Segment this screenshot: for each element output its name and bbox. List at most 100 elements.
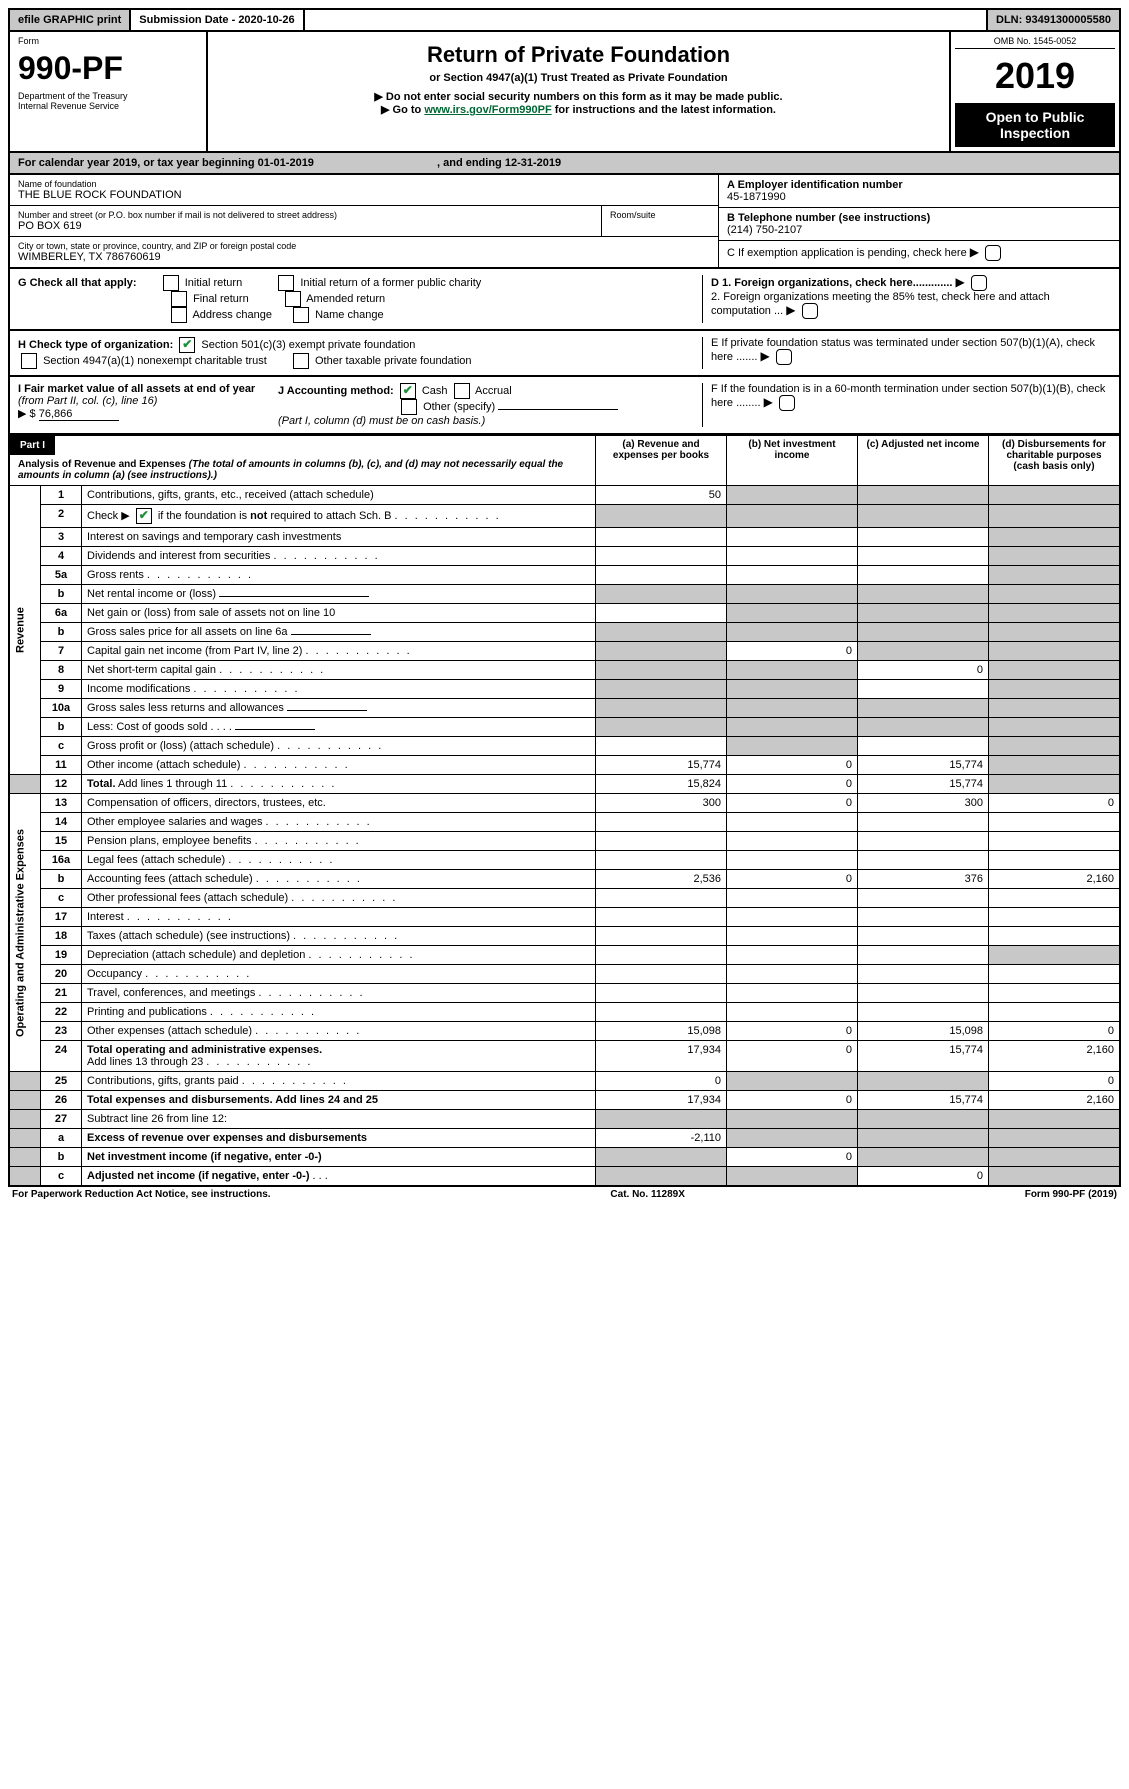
- r9-a: [596, 680, 727, 699]
- h-other-checkbox[interactable]: [293, 353, 309, 369]
- r2-d: [989, 505, 1121, 528]
- expenses-label: Operating and Administrative Expenses: [9, 794, 41, 1072]
- g-address-checkbox[interactable]: [171, 307, 187, 323]
- r16c-b: [727, 889, 858, 908]
- r15-b: [727, 832, 858, 851]
- g-initial-checkbox[interactable]: [163, 275, 179, 291]
- row-4: 4Dividends and interest from securities: [9, 547, 1120, 566]
- j-cash: Cash: [422, 385, 448, 397]
- r3-c: [858, 528, 989, 547]
- r6a-a: [596, 604, 727, 623]
- r12-b: 0: [727, 775, 858, 794]
- r20-c: [858, 965, 989, 984]
- h-label: H Check type of organization:: [18, 339, 173, 351]
- r10c-c: [858, 737, 989, 756]
- addr-cell: Number and street (or P.O. box number if…: [10, 206, 602, 236]
- addr-row: Number and street (or P.O. box number if…: [10, 206, 718, 237]
- row-3: 3Interest on savings and temporary cash …: [9, 528, 1120, 547]
- r1-d: [989, 486, 1121, 505]
- r7-d: [989, 642, 1121, 661]
- j-cash-checkbox[interactable]: ✔: [400, 383, 416, 399]
- g-opt5: Name change: [315, 309, 384, 321]
- i-arrow: ▶ $: [18, 408, 36, 420]
- schb-checkbox[interactable]: ✔: [136, 508, 152, 524]
- info-left: Name of foundation THE BLUE ROCK FOUNDAT…: [10, 175, 719, 267]
- footer: For Paperwork Reduction Act Notice, see …: [8, 1187, 1121, 1202]
- r7-num: 7: [41, 642, 82, 661]
- r1-a: 50: [596, 486, 727, 505]
- r18-desc: Taxes (attach schedule) (see instruction…: [82, 927, 596, 946]
- r20-a: [596, 965, 727, 984]
- r14-c: [858, 813, 989, 832]
- g-initial-former-checkbox[interactable]: [278, 275, 294, 291]
- r10b-c: [858, 718, 989, 737]
- city-value: WIMBERLEY, TX 786760619: [18, 251, 710, 263]
- r10c-b: [727, 737, 858, 756]
- r12-c: 15,774: [858, 775, 989, 794]
- foundation-name: THE BLUE ROCK FOUNDATION: [18, 189, 710, 201]
- r10b-a: [596, 718, 727, 737]
- r2-b: [727, 505, 858, 528]
- r6a-d: [989, 604, 1121, 623]
- j-other: Other (specify): [423, 401, 495, 413]
- r16c-d: [989, 889, 1121, 908]
- h-501c3-checkbox[interactable]: ✔: [179, 337, 195, 353]
- row-2: 2 Check ▶ ✔ if the foundation is not req…: [9, 505, 1120, 528]
- r13-num: 13: [41, 794, 82, 813]
- r10b-desc: Less: Cost of goods sold . . . .: [82, 718, 596, 737]
- room-cell: Room/suite: [602, 206, 718, 236]
- d-block: D 1. Foreign organizations, check here..…: [702, 275, 1111, 323]
- r25-num: 25: [41, 1072, 82, 1091]
- r16a-d: [989, 851, 1121, 870]
- j-accrual: Accrual: [475, 385, 512, 397]
- g-left: G Check all that apply: Initial return I…: [18, 275, 694, 323]
- r8-d: [989, 661, 1121, 680]
- h-opt2: Section 4947(a)(1) nonexempt charitable …: [43, 355, 267, 367]
- r1-desc: Contributions, gifts, grants, etc., rece…: [82, 486, 596, 505]
- row-11: 11Other income (attach schedule) 15,7740…: [9, 756, 1120, 775]
- r15-d: [989, 832, 1121, 851]
- row-25: 25Contributions, gifts, grants paid 00: [9, 1072, 1120, 1091]
- h-4947-checkbox[interactable]: [21, 353, 37, 369]
- f-checkbox[interactable]: [779, 395, 795, 411]
- g-name-checkbox[interactable]: [293, 307, 309, 323]
- j-accrual-checkbox[interactable]: [454, 383, 470, 399]
- r16b-b: 0: [727, 870, 858, 889]
- j-label: J Accounting method:: [278, 385, 394, 397]
- r16a-a: [596, 851, 727, 870]
- r3-a: [596, 528, 727, 547]
- row-6b: bGross sales price for all assets on lin…: [9, 623, 1120, 642]
- r15-a: [596, 832, 727, 851]
- d1-checkbox[interactable]: [971, 275, 987, 291]
- r23-a: 15,098: [596, 1022, 727, 1041]
- note2-pre: ▶ Go to: [381, 104, 424, 116]
- e-checkbox[interactable]: [776, 349, 792, 365]
- r7-c: [858, 642, 989, 661]
- d2-checkbox[interactable]: [802, 303, 818, 319]
- r22-a: [596, 1003, 727, 1022]
- d1-label: D 1. Foreign organizations, check here..…: [711, 277, 952, 289]
- r24-c: 15,774: [858, 1041, 989, 1072]
- row-1: Revenue 1 Contributions, gifts, grants, …: [9, 486, 1120, 505]
- r16a-c: [858, 851, 989, 870]
- c-checkbox[interactable]: [985, 245, 1001, 261]
- r11-d: [989, 756, 1121, 775]
- r27-c: [858, 1110, 989, 1129]
- g-amended-checkbox[interactable]: [285, 291, 301, 307]
- r6a-c: [858, 604, 989, 623]
- r27-b: [727, 1110, 858, 1129]
- name-label: Name of foundation: [18, 179, 710, 189]
- r19-a: [596, 946, 727, 965]
- g-final-checkbox[interactable]: [171, 291, 187, 307]
- r5b-b: [727, 585, 858, 604]
- r27-desc: Subtract line 26 from line 12:: [82, 1110, 596, 1129]
- form-header: Form 990-PF Department of the Treasury I…: [8, 32, 1121, 153]
- h-left: H Check type of organization: ✔ Section …: [18, 337, 694, 369]
- r13-desc: Compensation of officers, directors, tru…: [82, 794, 596, 813]
- j-other-checkbox[interactable]: [401, 399, 417, 415]
- form-link[interactable]: www.irs.gov/Form990PF: [424, 104, 551, 116]
- r27c-desc: Adjusted net income (if negative, enter …: [82, 1167, 596, 1187]
- r15-num: 15: [41, 832, 82, 851]
- r4-a: [596, 547, 727, 566]
- r2-num: 2: [41, 505, 82, 528]
